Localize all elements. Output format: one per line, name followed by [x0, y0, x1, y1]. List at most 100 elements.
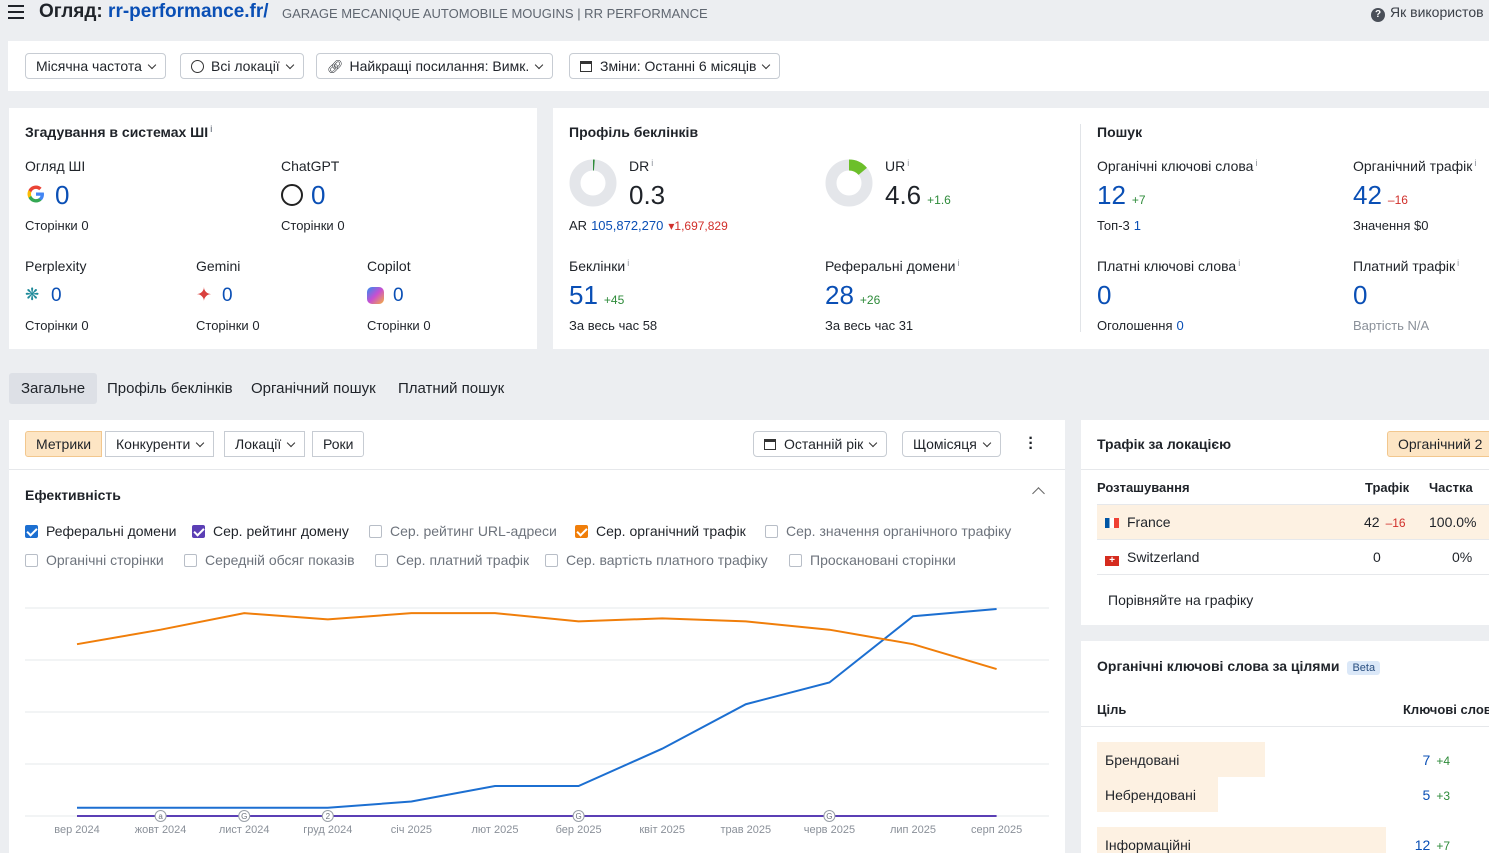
- paid-traffic-value[interactable]: 0: [1353, 280, 1368, 310]
- svg-text:2: 2: [326, 812, 331, 821]
- metric-checkbox[interactable]: Реферальні домени: [25, 523, 177, 539]
- performance-chart: a G 2 G G: [25, 607, 1049, 822]
- perplexity-icon: ❋: [25, 285, 40, 304]
- backlinks-title: Профіль беклінків: [569, 124, 699, 140]
- intent-value[interactable]: 12: [1414, 837, 1431, 853]
- intent-value[interactable]: 7: [1422, 752, 1431, 768]
- dr-gauge: [569, 159, 617, 207]
- more-options-icon[interactable]: · · ·: [1028, 430, 1034, 457]
- top-bar: Огляд: rr-performance.fr/ GARAGE MECANIQ…: [0, 0, 1489, 40]
- segment-competitors[interactable]: Конкуренти: [105, 431, 215, 457]
- copilot-value[interactable]: 0: [393, 285, 404, 306]
- intent-value[interactable]: 5: [1422, 787, 1431, 803]
- menu-icon[interactable]: [8, 5, 24, 19]
- checkbox-label: Реферальні домени: [46, 523, 177, 539]
- checkbox-icon: [25, 525, 38, 538]
- intent-row[interactable]: Небрендовані 5 +3: [1097, 777, 1489, 812]
- backlinks-value[interactable]: 51 +45: [569, 280, 625, 310]
- ur-label: UR i: [885, 158, 910, 174]
- tab-paid-search[interactable]: Платний пошук: [398, 380, 505, 397]
- divider: [1081, 726, 1489, 727]
- tab-backlink-profile[interactable]: Профіль беклінків: [107, 380, 233, 397]
- x-tick-label: квіт 2025: [639, 824, 686, 836]
- frequency-dropdown[interactable]: Місячна частота: [25, 53, 166, 79]
- compare-on-chart-link[interactable]: Порівняйте на графіку: [1108, 592, 1254, 608]
- intent-label: Брендовані: [1105, 752, 1180, 768]
- tab-general[interactable]: Загальне: [9, 373, 98, 404]
- domain-link[interactable]: rr-performance.fr/: [108, 1, 269, 22]
- event-marker[interactable]: a: [154, 810, 167, 822]
- ref-domains-label: Реферальні домени i: [825, 258, 960, 274]
- table-row[interactable]: France 42 –16 100.0%: [1097, 505, 1489, 540]
- metric-checkbox[interactable]: Сер. вартість платного трафіку: [545, 552, 768, 568]
- event-marker[interactable]: G: [823, 810, 836, 822]
- checkbox-icon: [545, 554, 558, 567]
- chevron-down-icon: [286, 438, 296, 448]
- backlinks-label: Беклінки i: [569, 258, 630, 274]
- best-links-dropdown[interactable]: 🔗︎ Найкращі посилання: Вимк.: [316, 53, 554, 79]
- changes-dropdown[interactable]: Зміни: Останні 6 місяців: [569, 53, 781, 79]
- paid-keywords-value[interactable]: 0: [1097, 280, 1112, 310]
- chatgpt-value[interactable]: 0: [311, 180, 326, 210]
- checkbox-label: Сер. платний трафік: [396, 552, 530, 568]
- col-goal: Ціль: [1097, 702, 1127, 717]
- ai-mentions-card: [9, 108, 537, 349]
- svg-text:G: G: [575, 812, 581, 821]
- event-marker[interactable]: 2: [321, 810, 334, 822]
- series-line[interactable]: [77, 608, 997, 809]
- metric-checkbox[interactable]: Середній обсяг показів: [184, 552, 355, 568]
- metric-checkbox[interactable]: Сер. рейтинг URL-адреси: [369, 523, 557, 539]
- table-row[interactable]: + Switzerland 0 0%: [1097, 540, 1489, 575]
- intent-bar: [1097, 742, 1265, 777]
- event-marker[interactable]: G: [238, 810, 251, 822]
- france-flag-icon: [1105, 518, 1119, 528]
- tab-organic-search[interactable]: Органічний пошук: [251, 380, 376, 397]
- intent-label: Небрендовані: [1105, 787, 1196, 803]
- ref-domains-value[interactable]: 28 +26: [825, 280, 881, 310]
- location-name[interactable]: France: [1127, 514, 1171, 530]
- locations-dropdown[interactable]: Всі локації: [180, 53, 304, 79]
- metric-checkbox[interactable]: Сер. рейтинг домену: [192, 523, 349, 539]
- checkbox-label: Середній обсяг показів: [205, 552, 355, 568]
- metric-checkbox[interactable]: Сер. значення органічного трафіку: [765, 523, 1011, 539]
- perplexity-value[interactable]: 0: [51, 285, 62, 306]
- metric-checkbox[interactable]: Проскановані сторінки: [789, 552, 956, 568]
- ai-overview-value[interactable]: 0: [55, 180, 70, 210]
- organic-keywords-value[interactable]: 12 +7: [1097, 180, 1146, 210]
- segment-locations[interactable]: Локації: [224, 431, 306, 457]
- metric-checkbox[interactable]: Сер. органічний трафік: [575, 523, 746, 539]
- series-line[interactable]: [76, 612, 997, 670]
- divider: [1080, 124, 1081, 332]
- x-tick-label: груд 2024: [303, 824, 353, 836]
- segment-metrics[interactable]: Метрики: [25, 431, 103, 457]
- event-marker[interactable]: G: [572, 810, 585, 822]
- checkbox-label: Сер. органічний трафік: [596, 523, 746, 539]
- intent-bar: [1097, 827, 1386, 853]
- intent-row[interactable]: Брендовані 7 +4: [1097, 742, 1489, 777]
- location-name[interactable]: Switzerland: [1127, 549, 1200, 565]
- perplexity-label: Perplexity: [25, 258, 87, 274]
- traffic-mode-toggle[interactable]: Органічний 2: [1387, 431, 1489, 457]
- page-title: Огляд: rr-performance.fr/: [39, 1, 269, 22]
- interval-dropdown[interactable]: Щомісяця: [902, 431, 1001, 457]
- chatgpt-pages: Сторінки 0: [281, 218, 345, 233]
- period-dropdown[interactable]: Останній рік: [753, 431, 888, 457]
- checkbox-label: Проскановані сторінки: [810, 552, 956, 568]
- chatgpt-label: ChatGPT: [281, 158, 340, 174]
- gemini-value[interactable]: 0: [222, 285, 233, 306]
- chevron-down-icon: [285, 60, 294, 70]
- organic-traffic-value[interactable]: 42 –16: [1353, 180, 1408, 210]
- segment-years[interactable]: Роки: [312, 431, 365, 457]
- help-link[interactable]: ? Як використов: [1371, 4, 1484, 22]
- metric-checkbox[interactable]: Сер. платний трафік: [375, 552, 529, 568]
- ai-overview-pages: Сторінки 0: [25, 218, 89, 233]
- chevron-down-icon: [869, 438, 878, 448]
- ai-mentions-title: Згадування в системах ШІ i: [25, 124, 213, 140]
- x-tick-label: жовт 2024: [134, 824, 187, 836]
- checkbox-icon: [375, 554, 388, 567]
- checkbox-label: Органічні сторінки: [46, 552, 164, 568]
- metric-checkbox[interactable]: Органічні сторінки: [25, 552, 164, 568]
- ar-value: AR 105,872,270 ▾1,697,829: [569, 218, 728, 233]
- gemini-label: Gemini: [196, 258, 241, 274]
- intent-row[interactable]: Інформаційні 12 +7: [1097, 827, 1489, 853]
